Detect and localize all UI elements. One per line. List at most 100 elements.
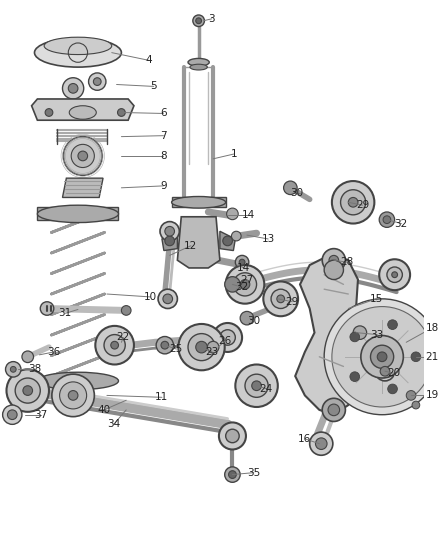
Circle shape [239,259,245,265]
Circle shape [207,341,219,353]
Text: 19: 19 [426,390,438,400]
Ellipse shape [188,59,209,66]
Polygon shape [177,217,220,268]
Circle shape [156,336,173,354]
Ellipse shape [44,37,112,54]
Circle shape [231,231,241,241]
Circle shape [95,326,134,365]
Circle shape [226,208,238,220]
Circle shape [245,374,268,397]
Text: 8: 8 [160,151,166,161]
Circle shape [220,330,235,345]
Circle shape [371,345,394,368]
Circle shape [235,365,278,407]
Circle shape [160,222,179,241]
Circle shape [40,302,54,315]
Text: 9: 9 [160,181,166,191]
Ellipse shape [37,205,119,223]
Circle shape [68,391,78,400]
Circle shape [322,248,346,272]
Circle shape [196,341,207,353]
Circle shape [388,384,397,394]
Text: 12: 12 [184,241,198,251]
Polygon shape [32,99,134,120]
Circle shape [64,136,102,175]
Circle shape [161,341,169,349]
Circle shape [377,352,387,361]
Circle shape [22,351,34,362]
Text: 18: 18 [426,323,438,333]
Circle shape [329,255,339,265]
Circle shape [375,361,395,381]
Circle shape [392,272,398,278]
Text: 36: 36 [47,347,60,357]
Circle shape [383,216,391,223]
Circle shape [332,306,432,407]
Text: 31: 31 [59,308,72,318]
Circle shape [379,212,395,228]
Circle shape [3,405,22,424]
Text: 23: 23 [205,347,219,357]
Text: 33: 33 [371,329,384,340]
Text: 29: 29 [356,200,369,210]
Text: 22: 22 [117,333,130,343]
Circle shape [178,324,225,370]
Text: 21: 21 [426,352,438,362]
Circle shape [235,255,249,269]
Circle shape [263,281,298,316]
Circle shape [193,15,205,27]
Text: 16: 16 [298,434,311,444]
Text: 30: 30 [247,316,260,326]
Text: 38: 38 [28,365,41,374]
Circle shape [78,151,88,161]
Ellipse shape [172,197,226,208]
Circle shape [315,438,327,449]
Circle shape [15,378,40,403]
Text: 26: 26 [218,336,231,346]
Circle shape [88,73,106,90]
Circle shape [23,386,32,395]
Text: 28: 28 [341,257,354,267]
Polygon shape [37,207,119,220]
Text: 40: 40 [97,405,110,415]
Circle shape [104,335,125,356]
Circle shape [223,236,233,246]
Circle shape [310,432,333,455]
Circle shape [60,382,87,409]
Circle shape [406,391,416,400]
Text: 3: 3 [208,14,215,24]
Circle shape [219,423,246,449]
Circle shape [361,336,403,378]
Circle shape [117,109,125,116]
Circle shape [226,429,239,443]
Text: 27: 27 [240,274,254,285]
Circle shape [158,289,177,309]
Circle shape [411,352,421,361]
Circle shape [350,372,360,382]
Text: 13: 13 [261,234,275,244]
Ellipse shape [430,340,438,374]
Ellipse shape [37,372,119,390]
Text: 15: 15 [370,294,383,304]
Circle shape [324,260,343,279]
Text: 20: 20 [387,368,400,378]
Circle shape [225,467,240,482]
Circle shape [240,311,254,325]
Text: 14: 14 [242,210,255,220]
Circle shape [163,294,173,304]
Circle shape [388,320,397,329]
Circle shape [328,404,339,416]
Text: 11: 11 [155,392,169,402]
Text: 6: 6 [160,108,166,118]
Text: 35: 35 [247,467,260,478]
Text: 37: 37 [35,410,48,419]
Circle shape [252,381,261,391]
Polygon shape [162,231,177,251]
Circle shape [341,190,366,215]
Circle shape [213,323,242,352]
Circle shape [322,398,346,422]
Circle shape [379,259,410,290]
Polygon shape [295,255,358,415]
Circle shape [412,401,420,409]
Circle shape [11,366,16,372]
